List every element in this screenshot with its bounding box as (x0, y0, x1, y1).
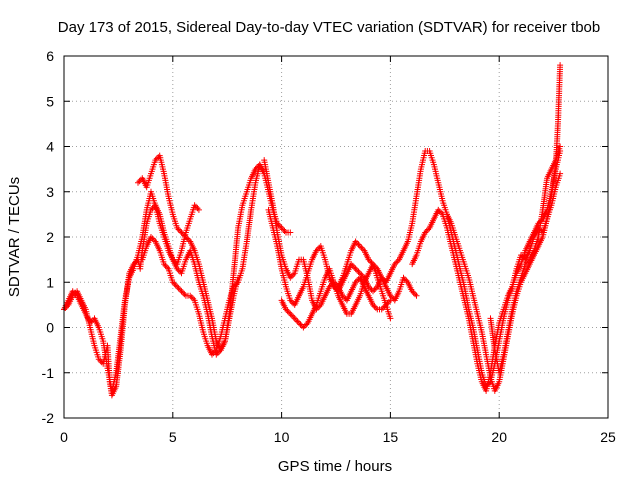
series-sat-j (444, 62, 564, 394)
y-tick-label: 1 (46, 274, 54, 290)
series-markers-sat-d (139, 161, 263, 358)
y-tick-label: 5 (46, 93, 54, 109)
x-tick-label: 20 (491, 429, 507, 445)
x-tick-label: 5 (169, 429, 177, 445)
y-tick-label: -2 (42, 410, 55, 426)
data-series-group (61, 62, 564, 399)
y-tick-label: 2 (46, 229, 54, 245)
series-sat-f (265, 206, 420, 308)
series-markers-sat-c (135, 152, 242, 354)
series-markers-sat-e (261, 157, 394, 313)
series-markers-sat-a (61, 161, 294, 399)
series-sat-b (61, 188, 202, 394)
series-markers-sat-k (487, 143, 564, 376)
x-tick-label: 0 (60, 429, 68, 445)
series-markers-sat-f (265, 206, 420, 308)
y-axis-label: SDTVAR / TECUs (6, 177, 23, 297)
axis-ticks: 0 5 10 15 20 25 -2 -1 0 1 2 3 4 5 6 (42, 48, 616, 445)
x-tick-label: 15 (383, 429, 399, 445)
y-tick-label: 4 (46, 139, 54, 155)
chart-title: Day 173 of 2015, Sidereal Day-to-day VTE… (58, 19, 600, 36)
series-sat-e (261, 157, 394, 313)
series-markers-sat-g (278, 261, 394, 331)
series-sat-a (61, 161, 294, 399)
y-tick-label: 0 (46, 320, 54, 336)
series-sat-d (139, 161, 263, 358)
series-markers-sat-j (444, 62, 564, 394)
y-tick-label: -1 (42, 365, 55, 381)
y-tick-label: 3 (46, 184, 54, 200)
x-axis-label: GPS time / hours (278, 458, 392, 475)
series-sat-c (135, 152, 242, 354)
y-tick-label: 6 (46, 48, 54, 64)
x-tick-label: 10 (274, 429, 290, 445)
series-sat-k (487, 143, 564, 376)
x-tick-label: 25 (600, 429, 616, 445)
